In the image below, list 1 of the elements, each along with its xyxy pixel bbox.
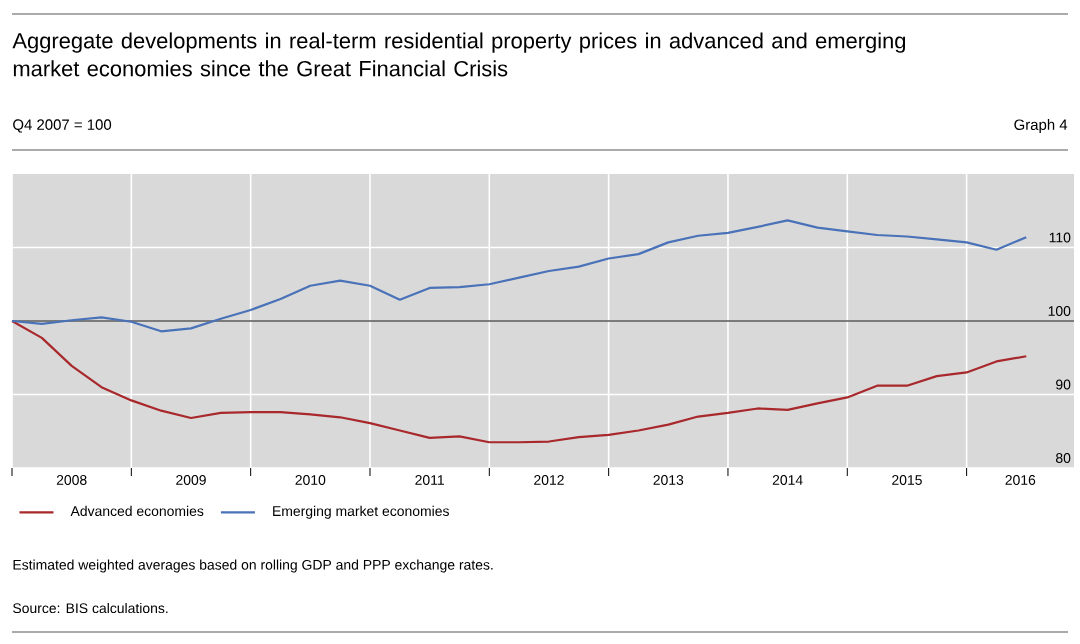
chart-title: Aggregate developments in real-term residential property prices in advanced and emerging market economies since the Great Financial Crisis (12, 32, 906, 77)
